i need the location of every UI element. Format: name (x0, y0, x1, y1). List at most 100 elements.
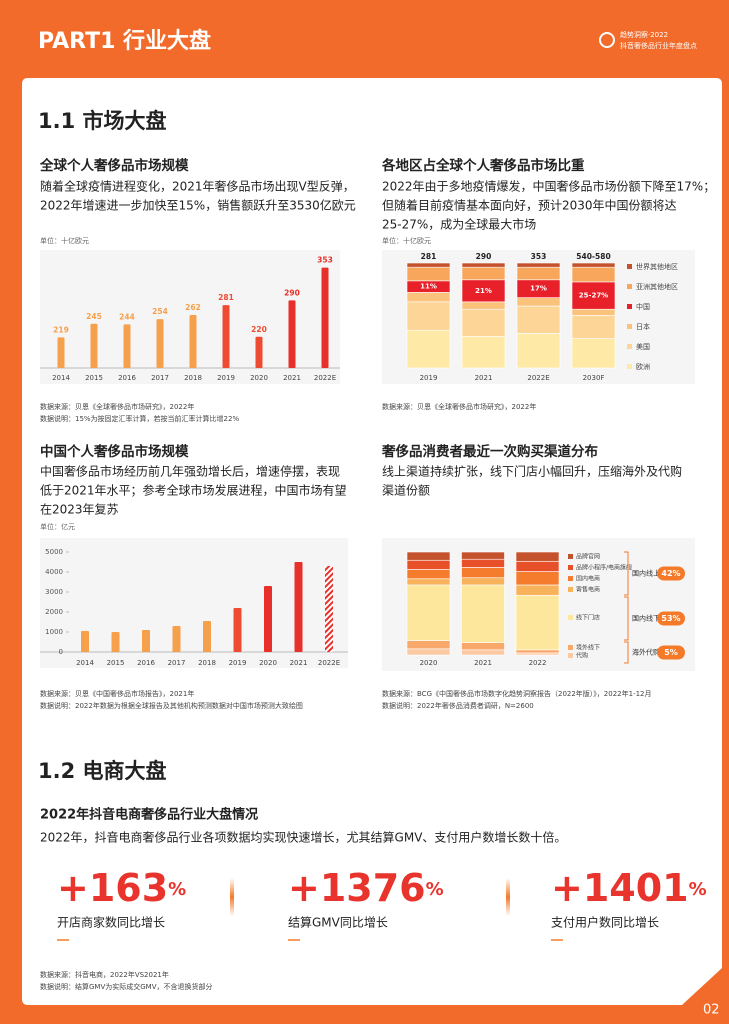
unit: 单位：十亿欧元 (40, 236, 89, 245)
kpi-label: 结算GMV同比增长 (288, 915, 388, 930)
x-tick-label: 2016 (137, 659, 155, 667)
bar-segment (571, 308, 616, 316)
note: 数据来源：贝恩《中国奢侈品市场报告》，2021年 (40, 689, 194, 698)
value-label: 219 (53, 325, 69, 334)
x-tick-label: 2016 (118, 374, 136, 382)
chart-desc: 低于2021年水平；参考全球市场发展进程，中国市场有望 (40, 483, 347, 498)
chart-title: 全球个人奢侈品市场规模 (39, 157, 189, 174)
kpi-number: +1401 (551, 866, 689, 910)
bar-segment (461, 577, 505, 586)
x-tick-label: 2017 (151, 374, 169, 382)
chart-desc: 2022年由于多地疫情爆发，中国奢侈品市场份额下降至17%； (382, 179, 715, 194)
bar-segment (406, 292, 451, 303)
kpi-number: +1376 (288, 866, 426, 910)
value-label: 254 (152, 307, 168, 316)
bar-segment (515, 551, 560, 562)
bar (294, 562, 303, 652)
section-desc: 2022年，抖音电商奢侈品行业各项数据均实现快速增长，尤其结算GMV、支付用户数… (40, 830, 566, 845)
legend-label: 世界其他地区 (636, 262, 678, 271)
bar (321, 267, 329, 368)
legend-label: 寄售电商 (576, 586, 600, 594)
total-label: 290 (476, 252, 492, 261)
bar-segment (406, 584, 451, 641)
y-tick-label: 0 (59, 648, 63, 656)
bar-segment (406, 301, 451, 331)
group-value: 5% (664, 648, 678, 657)
value-label: 11% (420, 283, 437, 291)
legend-label: 国内电商 (576, 575, 600, 583)
bar-segment (516, 266, 561, 281)
kpi-label: 支付用户数同比增长 (551, 915, 659, 930)
logo (599, 32, 615, 48)
total-label: 353 (531, 252, 547, 261)
legend-label: 品牌小程序/电商旗舰 (576, 564, 632, 572)
unit: 单位：十亿欧元 (382, 236, 431, 245)
chart-desc: 随着全球疫情进程变化，2021年奢侈品市场出现V型反弹， (40, 179, 355, 194)
x-tick-label: 2021 (283, 374, 301, 382)
legend-swatch (568, 554, 573, 559)
bar-segment (406, 262, 451, 268)
bar (172, 626, 181, 652)
section-heading: 1.1 市场大盘 (38, 109, 167, 133)
part-title: PART1 行业大盘 (38, 28, 211, 54)
bar-segment (406, 578, 451, 586)
bar (81, 631, 89, 652)
legend-swatch (627, 264, 632, 269)
x-tick-label: 2019 (420, 374, 438, 382)
kpi-value: +1376% (288, 866, 444, 910)
bar-segment (461, 584, 505, 643)
note: 数据来源：贝恩《全球奢侈品市场研究》，2022年 (382, 402, 536, 411)
bar (111, 632, 120, 652)
divider (506, 878, 510, 916)
bar-segment (406, 648, 451, 656)
bar-segment (571, 266, 616, 283)
bar-segment (406, 640, 451, 650)
group-label: 国内线上 (632, 569, 660, 578)
chart-title: 中国个人奢侈品市场规模 (40, 443, 189, 460)
y-tick-label: 2000 (45, 608, 63, 616)
legend-swatch (627, 284, 632, 289)
chart-title: 奢侈品消费者最近一次购买渠道分布 (381, 443, 598, 460)
x-tick-label: 2018 (198, 659, 216, 667)
chart-desc: 但随着目前疫情基本面向好，预计2030年中国份额将达 (382, 198, 677, 213)
bar-segment (461, 649, 505, 656)
legend-swatch (568, 645, 573, 650)
x-tick-label: 2022 (529, 659, 547, 667)
kpi-unit: % (689, 879, 707, 900)
bar-segment (461, 266, 506, 281)
bar-segment (406, 569, 451, 580)
note: 数据说明：结算GMV为实际成交GMV，不含退换货部分 (40, 982, 213, 991)
note: 数据说明：2022年奢侈品消费者调研，N=2600 (382, 701, 534, 710)
group-label: 国内线下 (632, 614, 660, 623)
kpi-label: 开店商家数同比增长 (57, 915, 165, 930)
bar-segment (571, 338, 616, 369)
x-tick-label: 2022E (314, 374, 336, 382)
bar-segment (406, 266, 451, 282)
value-label: 245 (86, 312, 102, 321)
logo-text: 抖音奢侈品行业年度盘点 (620, 41, 697, 50)
bar (203, 621, 211, 652)
bar-segment (516, 297, 561, 307)
y-tick-label: 4000 (45, 568, 63, 576)
bar-segment (461, 336, 506, 369)
bar (156, 319, 164, 368)
legend-label: 日本 (636, 322, 650, 331)
bar-segment (461, 262, 506, 268)
group-badge (657, 645, 685, 660)
bar-segment (461, 567, 505, 579)
x-tick-label: 2020 (250, 374, 268, 382)
chart-desc: 渠道份额 (382, 484, 430, 498)
chart-desc: 2022年增速进一步加快至15%，销售额跃升至3530亿欧元 (40, 198, 356, 213)
value-label: 353 (317, 256, 333, 265)
bar (90, 323, 98, 368)
bracket (624, 551, 629, 596)
logo-text: 趋势洞察·2022 (620, 30, 668, 39)
unit: 单位：亿元 (40, 522, 75, 531)
legend-label: 境外线下 (576, 644, 600, 652)
note: 数据来源：抖音电商，2022年VS2021年 (40, 970, 169, 979)
group-value: 42% (661, 569, 680, 578)
legend-label: 美国 (636, 342, 650, 351)
x-tick-label: 2021 (475, 374, 493, 382)
value-label: 290 (284, 288, 300, 297)
